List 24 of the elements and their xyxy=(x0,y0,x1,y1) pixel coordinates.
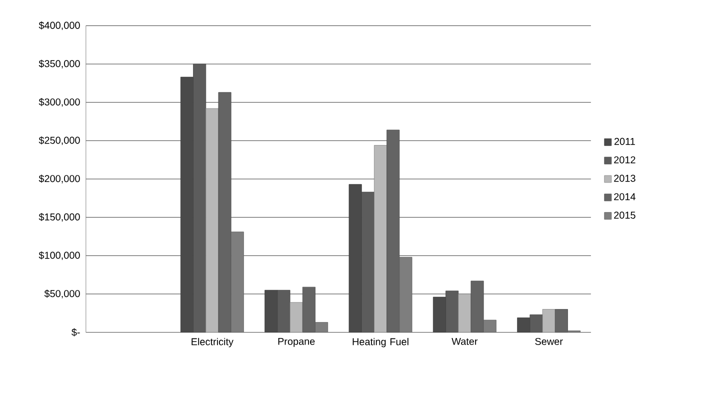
bar xyxy=(542,309,556,332)
y-tick-label: $100,000 xyxy=(38,251,80,260)
bar xyxy=(290,302,303,332)
x-tick-label: Propane xyxy=(278,338,315,347)
x-tick-label: Electricity xyxy=(192,338,234,348)
y-tick-label: $350,000 xyxy=(38,60,80,68)
y-tick-label: $50,000 xyxy=(44,290,80,298)
bar xyxy=(374,145,387,332)
x-tick-label: Sewer xyxy=(535,338,563,345)
y-tick-label: $200,000 xyxy=(38,174,80,184)
y-tick-label: $150,000 xyxy=(38,213,80,222)
legend-label: 2012 xyxy=(614,156,636,164)
x-tick-label: Water xyxy=(452,338,478,345)
y-tick-label: $300,000 xyxy=(38,98,80,107)
y-tick-label: $- xyxy=(72,328,80,336)
legend-label: 2014 xyxy=(614,193,636,200)
y-tick-label: $250,000 xyxy=(38,136,80,146)
bar xyxy=(458,294,472,332)
legend-label: 2011 xyxy=(614,138,635,145)
x-tick-label: Heating Fuel xyxy=(352,338,408,348)
legend-label: 2013 xyxy=(614,174,636,182)
legend-label: 2015 xyxy=(614,212,636,219)
y-tick-label: $400,000 xyxy=(38,21,80,30)
bar xyxy=(206,108,219,332)
